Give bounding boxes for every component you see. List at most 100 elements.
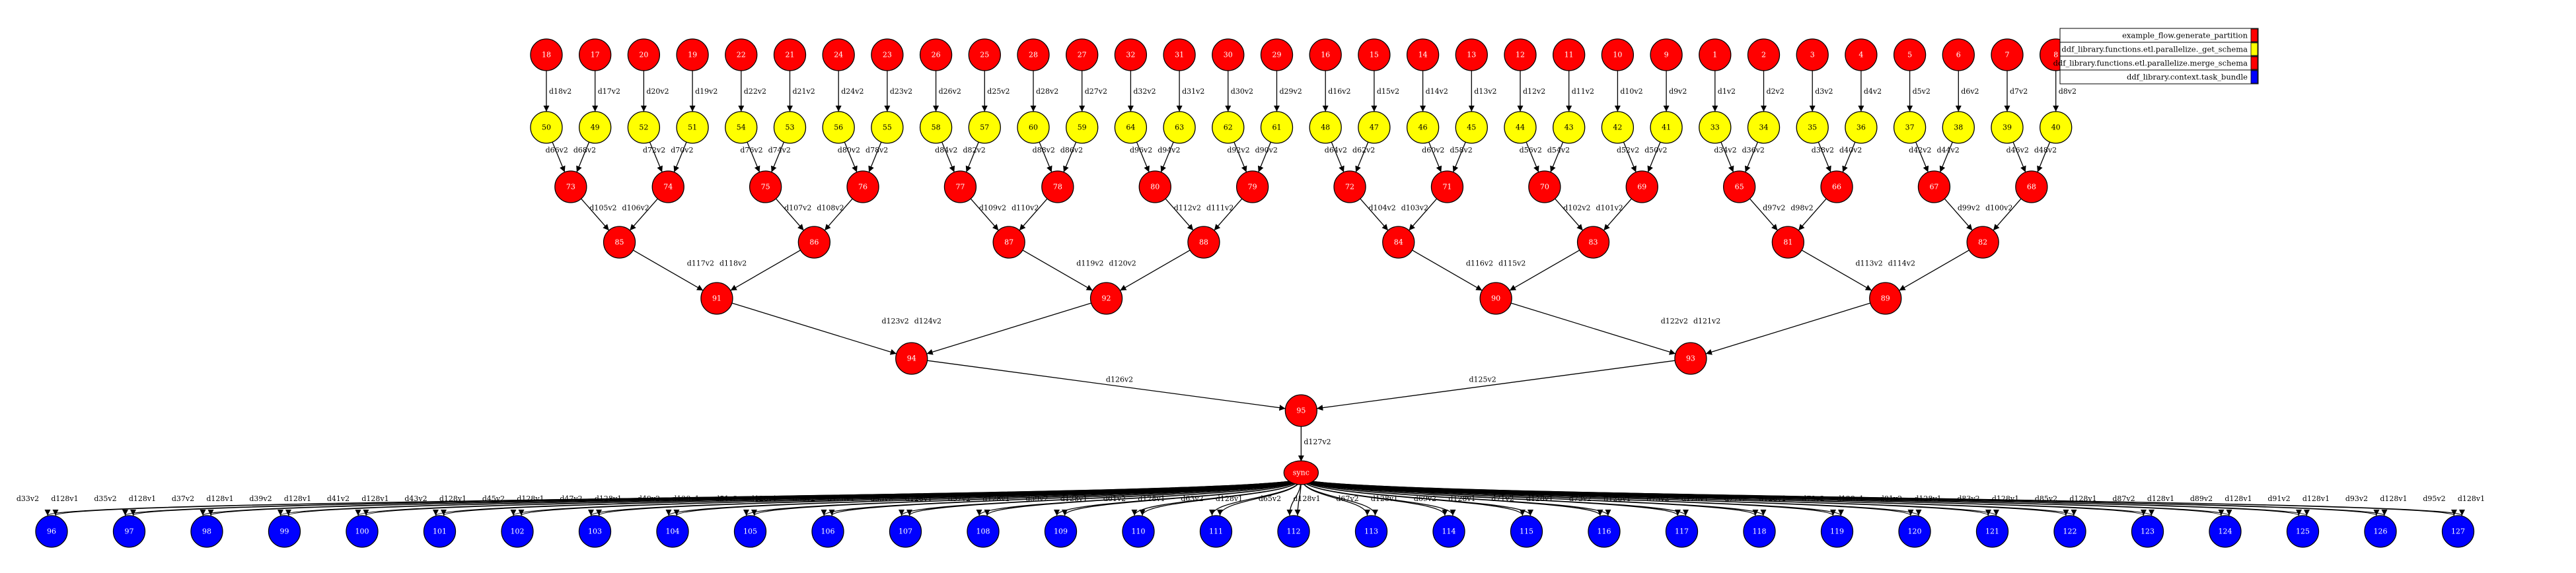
edge-label: d71v2 — [1491, 494, 1514, 503]
edge — [1136, 141, 1150, 173]
node-label: 58 — [932, 123, 941, 132]
edge-label: d99v2 — [1958, 203, 1980, 212]
node-label: 65 — [1735, 183, 1744, 191]
edge-label: d53v2 — [793, 494, 815, 503]
node-label: 33 — [1711, 123, 1720, 132]
edge — [1233, 141, 1247, 173]
task-bundle-node: 124 — [2209, 515, 2242, 548]
node-label: 125 — [2296, 527, 2310, 536]
node-label: 116 — [1598, 527, 1611, 536]
nodes-layer: 1850174920521951225421532456235526582557… — [35, 38, 2475, 548]
edge-label: d77v2 — [1724, 494, 1747, 503]
node-label: 5 — [1907, 51, 1912, 59]
schema-node: 33 — [1699, 111, 1732, 144]
edge-label: d96v2 — [1130, 146, 1152, 154]
top-node: 31 — [1163, 38, 1196, 71]
edge-label: d14v2 — [1426, 87, 1448, 96]
edge — [1257, 141, 1272, 173]
legend-swatch — [2250, 56, 2258, 70]
node-label: 93 — [1686, 354, 1695, 363]
edge-label: d105v2 — [589, 203, 616, 212]
edge-label: d122v2 — [1661, 317, 1688, 325]
node-label: 85 — [615, 238, 624, 247]
schema-node: 58 — [919, 111, 953, 144]
edge — [2012, 141, 2026, 173]
schema-node: 46 — [1406, 111, 1440, 144]
node-label: 46 — [1418, 123, 1428, 132]
edge-label: d76v2 — [740, 146, 762, 154]
edge-label: d128v1 — [672, 494, 699, 503]
edge — [770, 141, 785, 173]
task-bundle-node: 126 — [2364, 515, 2397, 548]
edge-label: d56v2 — [1520, 146, 1542, 154]
edge — [1360, 198, 1389, 231]
node-label: 40 — [2051, 123, 2061, 132]
legend-label: ddf_library.functions.etl.parallelize.me… — [2053, 59, 2248, 68]
merge-node: 83 — [1576, 226, 1610, 259]
node-label: 22 — [737, 51, 746, 59]
node-label: 36 — [1857, 123, 1866, 132]
node-label: 9 — [1664, 51, 1669, 59]
edge — [1300, 477, 1999, 516]
legend: example_flow.generate_partition ddf_libra… — [2053, 28, 2259, 84]
edge — [1300, 477, 1767, 516]
edge-label: d52v2 — [1617, 146, 1639, 154]
merge-node: 68 — [2015, 170, 2048, 203]
edge-label: d106v2 — [622, 203, 649, 212]
edge-label: d110v2 — [1012, 203, 1039, 212]
node-label: 124 — [2219, 527, 2232, 536]
node-label: 39 — [2003, 123, 2012, 132]
edge-label: d11v2 — [1572, 87, 1594, 96]
top-node: 25 — [968, 38, 1001, 71]
edge-label: d128v1 — [2380, 494, 2407, 503]
node-label: 57 — [980, 123, 989, 132]
edge-label: d128v1 — [517, 494, 544, 503]
edge — [824, 198, 853, 231]
top-node: 21 — [773, 38, 807, 71]
edge — [1300, 477, 1689, 516]
node-label: 38 — [1954, 123, 1963, 132]
top-node: 9 — [1650, 38, 1683, 71]
edge — [581, 198, 610, 231]
schema-node: 54 — [725, 111, 758, 144]
edge-label: d97v2 — [1763, 203, 1785, 212]
edge-label: d128v1 — [750, 494, 777, 503]
edge-label: d21v2 — [793, 87, 815, 96]
sync-node: sync — [1283, 460, 1319, 485]
node-label: 8 — [2053, 51, 2058, 59]
edge-label: d33v2 — [17, 494, 39, 503]
edge — [1705, 302, 1871, 355]
edge-label: d128v1 — [2302, 494, 2330, 503]
top-node: 1 — [1699, 38, 1732, 71]
schema-node: 42 — [1601, 111, 1635, 144]
edge — [906, 477, 1302, 516]
edge — [984, 477, 1302, 516]
legend-item: ddf_library.context.task_bundle — [2060, 69, 2258, 84]
edge-label: d113v2 — [1856, 259, 1883, 268]
edge-label: d51v2 — [715, 494, 737, 503]
schema-node: 47 — [1358, 111, 1391, 144]
edge-label: d25v2 — [987, 87, 1010, 96]
edge — [1063, 141, 1077, 173]
edge-label: d128v1 — [206, 494, 233, 503]
top-node: 29 — [1260, 38, 1294, 71]
node-label: sync — [1293, 469, 1309, 477]
edge-label: d128v1 — [1992, 494, 2019, 503]
node-label: 56 — [834, 123, 843, 132]
node-label: 21 — [786, 51, 795, 59]
edge-label: d124v2 — [914, 317, 941, 325]
node-label: 48 — [1321, 123, 1330, 132]
edge-label: d30v2 — [1231, 87, 1253, 96]
node-label: 20 — [639, 51, 648, 59]
edge-label: d128v1 — [361, 494, 388, 503]
edge — [1412, 250, 1483, 291]
top-node: 32 — [1114, 38, 1148, 71]
top-node: 19 — [676, 38, 709, 71]
node-label: 13 — [1467, 51, 1476, 59]
edge-label: d91v2 — [2267, 494, 2290, 503]
edge-label: d47v2 — [560, 494, 582, 503]
edge-label: d37v2 — [172, 494, 194, 503]
edge — [1939, 141, 1953, 173]
edge-label: d34v2 — [1714, 146, 1736, 154]
node-label: 78 — [1053, 183, 1062, 191]
